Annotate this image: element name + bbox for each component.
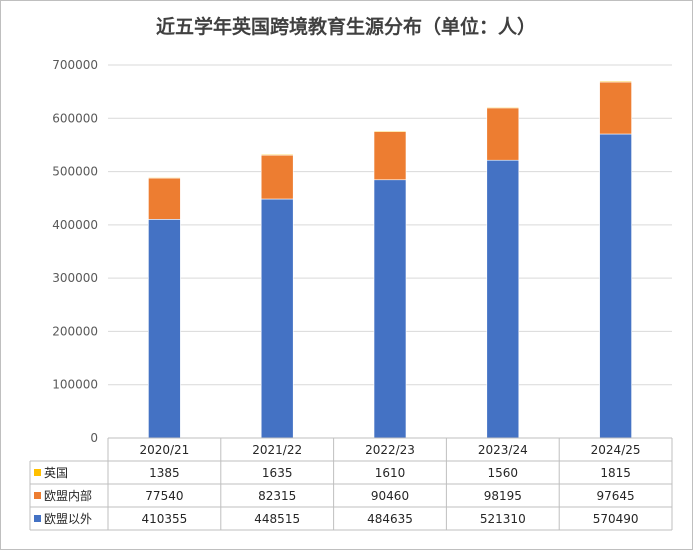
y-tick-label: 500000 xyxy=(52,165,98,179)
data-label: 1385 xyxy=(149,466,180,480)
bar-segment xyxy=(599,81,632,135)
data-label: 90460 xyxy=(371,489,409,503)
y-tick-label: 0 xyxy=(90,431,98,445)
y-tick-label: 200000 xyxy=(52,324,98,338)
data-label: 98195 xyxy=(484,489,522,503)
chart-title: 近五学年英国跨境教育生源分布（单位：人） xyxy=(156,15,536,38)
y-axis: 0 100000 200000 300000 400000 500000 600000 700… xyxy=(52,58,98,445)
bar-segment xyxy=(260,198,294,439)
data-label: 77540 xyxy=(145,489,183,503)
x-tick-label: 2022/23 xyxy=(365,443,415,457)
bar-segment xyxy=(373,179,407,439)
y-tick-label: 600000 xyxy=(52,111,98,125)
x-tick-label: 2021/22 xyxy=(252,443,302,457)
bar-segment xyxy=(486,159,520,439)
bar-segment xyxy=(260,154,294,200)
y-tick-label: 300000 xyxy=(52,271,98,285)
data-label: 1635 xyxy=(262,466,293,480)
legend-key xyxy=(34,492,41,499)
legend-label: 英国 xyxy=(44,466,68,480)
data-label: 1610 xyxy=(375,466,406,480)
data-label: 570490 xyxy=(593,512,639,526)
bar-segment xyxy=(148,176,181,179)
legend-label: 欧盟内部 xyxy=(44,488,92,503)
data-label: 82315 xyxy=(258,489,296,503)
data-label: 97645 xyxy=(597,489,635,503)
data-label: 1560 xyxy=(488,466,519,480)
y-tick-label: 400000 xyxy=(52,218,98,232)
bar-segment xyxy=(486,107,520,161)
legend-label: 欧盟以外 xyxy=(44,512,92,526)
data-label: 1815 xyxy=(600,466,631,480)
x-tick-label: 2023/24 xyxy=(478,443,528,457)
data-label: 448515 xyxy=(254,512,300,526)
legend-key xyxy=(34,469,41,476)
legend-key xyxy=(34,515,41,522)
bar-segment xyxy=(599,133,632,439)
y-tick-label: 700000 xyxy=(52,58,98,72)
data-label: 521310 xyxy=(480,512,526,526)
bar-segment xyxy=(148,177,181,220)
data-label: 484635 xyxy=(367,512,413,526)
bar-segment xyxy=(373,130,407,132)
data-table: 2020/21 2021/22 2022/23 2023/24 2024/25 英国 138… xyxy=(29,437,673,531)
x-tick-label: 2024/25 xyxy=(591,443,641,457)
bar-segment xyxy=(486,106,520,109)
x-tick-label: 2020/21 xyxy=(139,443,189,457)
data-label: 410355 xyxy=(141,512,187,526)
bar-segment xyxy=(260,153,294,156)
bar-segment xyxy=(373,131,407,181)
bar-segment xyxy=(599,80,632,83)
bar-segment xyxy=(148,219,181,439)
y-tick-label: 100000 xyxy=(52,378,98,392)
bars xyxy=(148,80,632,439)
